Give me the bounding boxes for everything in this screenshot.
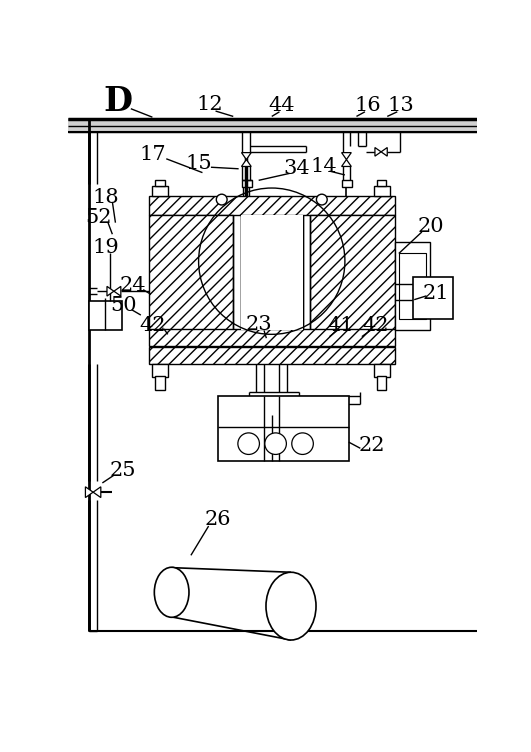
- Bar: [149, 215, 233, 330]
- Bar: [413, 277, 453, 319]
- Bar: [149, 329, 395, 346]
- Polygon shape: [375, 147, 381, 156]
- Polygon shape: [114, 287, 121, 296]
- Bar: [310, 215, 395, 330]
- Text: 26: 26: [204, 510, 231, 529]
- Text: 13: 13: [387, 96, 414, 115]
- Text: 15: 15: [185, 154, 212, 173]
- Bar: [377, 180, 387, 186]
- Bar: [377, 376, 387, 390]
- Bar: [89, 302, 122, 330]
- Bar: [152, 363, 168, 377]
- Text: 44: 44: [269, 96, 295, 115]
- Text: 12: 12: [197, 96, 224, 114]
- Circle shape: [292, 433, 313, 454]
- Text: 17: 17: [139, 145, 166, 165]
- Polygon shape: [381, 147, 387, 156]
- Bar: [156, 376, 165, 390]
- Bar: [156, 180, 165, 186]
- Circle shape: [316, 194, 327, 205]
- Text: 14: 14: [310, 157, 337, 176]
- Bar: [399, 253, 426, 319]
- Circle shape: [265, 433, 286, 454]
- Text: 22: 22: [358, 436, 385, 456]
- Text: 18: 18: [93, 188, 119, 207]
- Polygon shape: [341, 153, 352, 159]
- Text: 34: 34: [284, 159, 311, 178]
- Bar: [149, 196, 395, 215]
- Text: 24: 24: [120, 276, 147, 296]
- Bar: [241, 215, 303, 330]
- Polygon shape: [242, 153, 251, 159]
- Bar: [67, 119, 477, 132]
- Text: 42: 42: [363, 316, 389, 335]
- Ellipse shape: [155, 567, 189, 617]
- Bar: [149, 347, 395, 363]
- Bar: [242, 180, 252, 187]
- Text: 21: 21: [423, 284, 449, 303]
- Bar: [342, 180, 352, 187]
- Text: 41: 41: [328, 316, 354, 335]
- Text: 52: 52: [85, 208, 112, 227]
- Polygon shape: [85, 487, 93, 498]
- Polygon shape: [107, 287, 114, 296]
- Bar: [374, 363, 390, 377]
- Bar: [152, 186, 168, 196]
- Text: 20: 20: [418, 217, 444, 236]
- Circle shape: [238, 433, 260, 454]
- Polygon shape: [341, 159, 352, 166]
- Polygon shape: [93, 487, 101, 498]
- Text: 19: 19: [93, 238, 119, 257]
- Bar: [395, 242, 430, 330]
- Text: 23: 23: [245, 315, 272, 334]
- Text: 16: 16: [355, 96, 381, 115]
- Text: D: D: [103, 85, 132, 118]
- Circle shape: [216, 194, 227, 205]
- Ellipse shape: [266, 572, 316, 640]
- Polygon shape: [242, 159, 251, 166]
- Bar: [374, 186, 390, 196]
- Text: 42: 42: [139, 316, 166, 335]
- Text: 25: 25: [110, 461, 136, 480]
- Text: 50: 50: [110, 296, 136, 315]
- Bar: [218, 396, 349, 462]
